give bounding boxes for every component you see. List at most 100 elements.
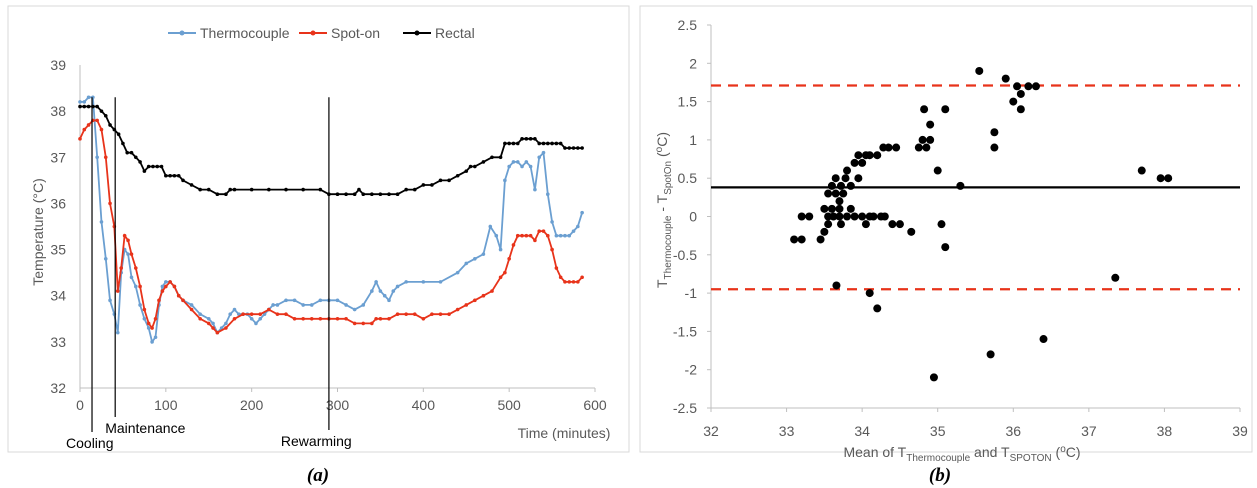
point-rectal — [378, 192, 383, 196]
point-thermocouple — [558, 233, 563, 238]
point-spot-on — [211, 326, 215, 330]
panel-a-y-axis-title: Temperature (°C) — [30, 178, 46, 286]
scatter-point — [941, 105, 950, 114]
scatter-point — [797, 212, 806, 221]
point-thermocouple — [563, 233, 567, 238]
point-thermocouple — [153, 335, 158, 340]
point-thermocouple — [395, 284, 400, 289]
point-rectal — [533, 137, 537, 141]
point-spot-on — [563, 280, 567, 284]
point-rectal — [176, 173, 181, 178]
point-spot-on — [421, 316, 426, 321]
scatter-point — [1013, 82, 1022, 91]
point-spot-on — [567, 280, 572, 284]
scatter-point — [835, 212, 844, 221]
point-spot-on — [473, 298, 477, 303]
point-thermocouple — [126, 252, 130, 256]
panel-b-border — [639, 5, 1253, 453]
y-tick-label: 2 — [689, 55, 697, 71]
point-spot-on — [515, 233, 520, 238]
scatter-point — [831, 174, 840, 183]
x-tick-label: 300 — [326, 397, 350, 413]
point-spot-on — [490, 289, 494, 293]
point-thermocouple — [275, 303, 280, 307]
x-tick-label: 200 — [240, 397, 264, 413]
point-rectal — [181, 178, 185, 183]
panel-a-axes: 32 33 34 35 36 37 38 39 0 100 200 300 400 500 600 — [50, 57, 606, 413]
scatter-point — [888, 220, 897, 229]
point-rectal — [86, 104, 91, 109]
point-thermocouple — [146, 326, 151, 330]
scatter-point — [956, 181, 965, 190]
point-rectal — [580, 146, 584, 150]
point-spot-on — [447, 312, 451, 316]
y-tick-label: 34 — [50, 288, 66, 304]
point-spot-on — [108, 201, 112, 206]
point-spot-on — [82, 127, 87, 132]
point-thermocouple — [481, 252, 486, 256]
scatter-point — [1156, 174, 1165, 183]
point-spot-on — [503, 270, 507, 275]
scatter-point — [854, 151, 863, 160]
point-spot-on — [138, 284, 142, 289]
point-thermocouple — [541, 150, 546, 155]
point-spot-on — [335, 316, 340, 321]
point-thermocouple — [95, 155, 99, 160]
point-thermocouple — [344, 303, 348, 307]
point-rectal — [357, 187, 361, 192]
y-tick-label: -2 — [685, 362, 698, 378]
point-thermocouple — [370, 289, 374, 293]
scatter-point — [836, 220, 845, 229]
scatter-point — [843, 212, 852, 221]
point-rectal — [103, 113, 108, 118]
scatter-point — [975, 66, 984, 75]
point-spot-on — [438, 312, 443, 316]
legend-swatch-marker — [310, 30, 316, 36]
x-tick-label: 500 — [497, 397, 521, 413]
x-tick-label: 39 — [1232, 423, 1248, 439]
scatter-point — [827, 181, 836, 190]
y-tick-label: -1.5 — [673, 323, 697, 339]
point-spot-on — [215, 330, 220, 335]
point-spot-on — [168, 280, 172, 284]
point-thermocouple — [515, 160, 520, 164]
point-thermocouple — [211, 321, 215, 326]
point-spot-on — [344, 316, 348, 321]
point-thermocouple — [382, 293, 387, 298]
point-rectal — [232, 187, 237, 192]
scatter-point — [880, 212, 889, 221]
panel-b-y-axis-title: TThermocouple - TSpotOn (oC) — [654, 132, 674, 288]
x-tick-label: 34 — [854, 423, 870, 439]
y-tick-label: -2.5 — [673, 400, 697, 416]
point-rectal — [447, 178, 451, 183]
point-spot-on — [464, 303, 469, 307]
point-spot-on — [275, 312, 280, 316]
point-thermocouple — [301, 303, 305, 307]
point-spot-on — [284, 312, 288, 316]
scatter-point — [990, 143, 999, 152]
scatter-point — [835, 197, 844, 206]
point-thermocouple — [115, 330, 120, 335]
point-spot-on — [511, 243, 516, 247]
scatter-point — [865, 289, 874, 298]
point-thermocouple — [258, 316, 263, 321]
point-thermocouple — [494, 233, 499, 238]
point-rectal — [159, 164, 164, 169]
scatter-point — [850, 158, 859, 167]
point-rectal — [155, 164, 160, 169]
point-rectal — [82, 104, 87, 109]
scatter-point — [933, 166, 942, 175]
point-thermocouple — [271, 303, 275, 307]
scatter-point — [831, 189, 840, 198]
point-rectal — [473, 164, 477, 169]
point-spot-on — [481, 293, 486, 298]
point-thermocouple — [374, 280, 378, 284]
point-spot-on — [126, 238, 130, 243]
point-spot-on — [412, 312, 417, 316]
point-rectal — [537, 141, 542, 146]
legend-swatch-marker — [179, 30, 185, 36]
x-tick-label: 36 — [1005, 423, 1021, 439]
point-spot-on — [150, 326, 154, 330]
point-rectal — [224, 192, 228, 196]
